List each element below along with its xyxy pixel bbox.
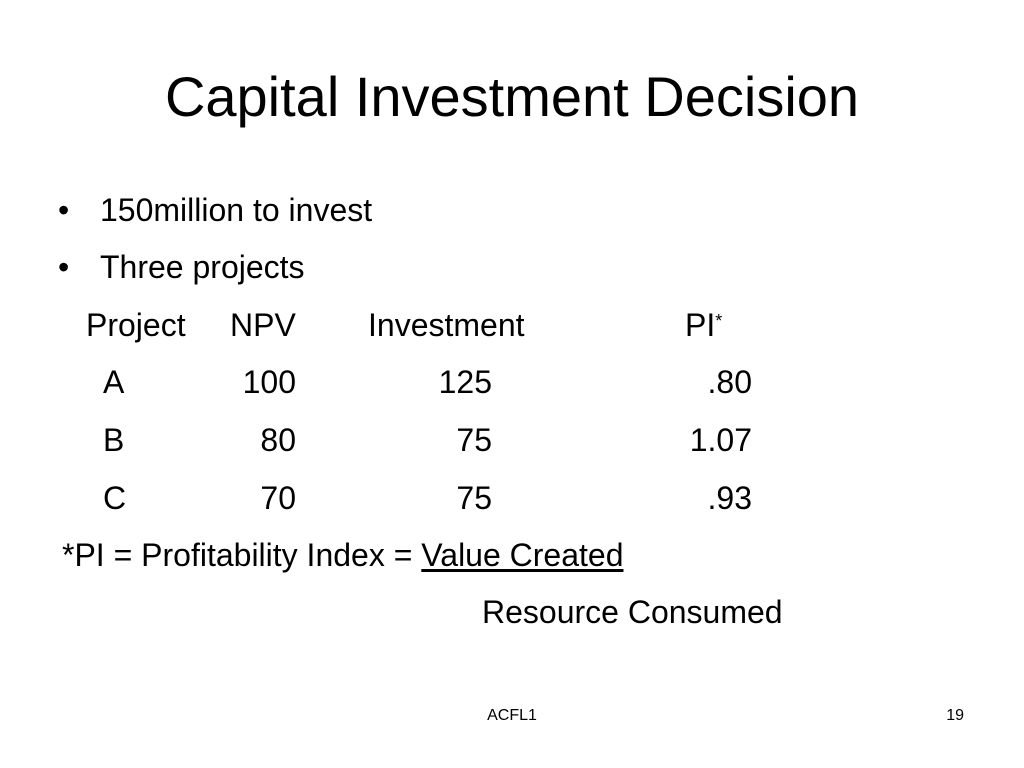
definition-prefix: *PI = Profitability Index = [62,537,422,573]
header-pi-label: PI [685,307,716,343]
row-c-project: C [103,480,127,516]
bullet-text: Three projects [100,249,305,285]
header-pi-footnote-marker: * [715,311,723,331]
row-a-investment: 125 [438,364,492,400]
bullet-dot: • [58,249,70,285]
row-c-pi: .93 [707,480,752,516]
header-pi: PI* [685,305,722,345]
header-npv: NPV [230,307,296,343]
bullet-item-projects: • Three projects [58,247,305,287]
row-a-project: A [103,364,125,400]
pi-definition: *PI = Profitability Index = Value Create… [62,535,624,575]
header-project: Project [86,307,186,343]
row-a-npv: 100 [242,364,296,400]
slide-title: Capital Investment Decision [164,65,860,128]
footer-course-code: ACFL1 [487,707,537,724]
definition-numerator: Value Created [421,537,624,573]
row-b-pi: 1.07 [689,422,752,458]
footer-page-number: 19 [946,707,964,724]
row-c-npv: 70 [260,480,296,516]
row-a-pi: .80 [707,364,752,400]
bullet-text: 150million to invest [100,192,373,228]
bullet-dot: • [58,192,70,228]
row-c-investment: 75 [456,480,492,516]
header-investment: Investment [368,307,525,343]
row-b-project: B [103,422,125,458]
definition-denominator: Resource Consumed [482,594,783,630]
row-b-investment: 75 [456,422,492,458]
bullet-item-budget: • 150million to invest [58,190,372,230]
row-b-npv: 80 [260,422,296,458]
